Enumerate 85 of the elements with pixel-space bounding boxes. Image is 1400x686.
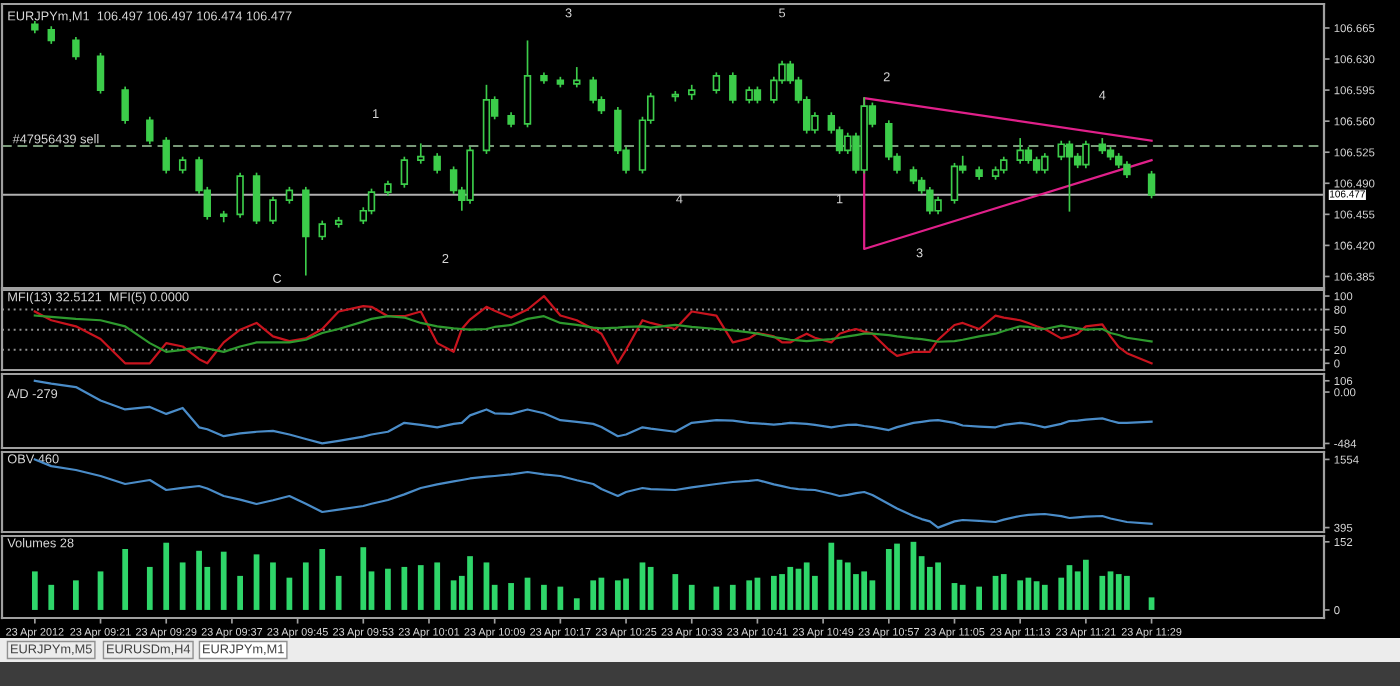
bar [417, 565, 424, 610]
candlestick [1041, 153, 1049, 174]
bar [590, 580, 597, 610]
bar [467, 556, 473, 610]
bar [1041, 584, 1048, 610]
bar [976, 586, 982, 610]
bar [237, 575, 243, 610]
bar [623, 578, 629, 610]
line-series [863, 96, 1153, 251]
bar [746, 580, 753, 610]
bar [573, 598, 580, 610]
bar [270, 562, 276, 610]
candlestick [523, 40, 532, 128]
candlestick [926, 186, 934, 215]
bar [885, 548, 892, 610]
candlestick [252, 172, 261, 225]
bar [1099, 575, 1106, 610]
candlestick [96, 52, 105, 94]
bar [647, 566, 654, 610]
bar [196, 550, 202, 610]
bar [935, 562, 941, 610]
candlestick [1016, 138, 1024, 164]
candlestick [449, 166, 458, 194]
bar [508, 583, 514, 610]
candlestick [162, 137, 170, 174]
bar [1000, 574, 1007, 610]
bar [1017, 580, 1024, 610]
bar [220, 551, 227, 610]
candlestick [236, 172, 244, 218]
candlestick [712, 72, 721, 94]
candlestick [219, 210, 228, 223]
candlestick [146, 116, 154, 145]
bar [48, 584, 55, 610]
bar [557, 586, 564, 610]
candlestick [1065, 140, 1074, 212]
candlestick [302, 186, 310, 276]
bar [779, 574, 785, 610]
candlestick [433, 153, 441, 174]
candlestick [417, 143, 425, 164]
candlestick [269, 196, 277, 225]
bar [894, 543, 900, 610]
bar [672, 574, 679, 610]
bar [959, 584, 966, 610]
bar [828, 542, 835, 610]
candlestick [1147, 170, 1156, 199]
candlestick [367, 188, 376, 215]
bar [770, 575, 777, 610]
bar [31, 571, 38, 610]
bar [302, 562, 309, 610]
candlestick [729, 72, 737, 104]
bar [434, 562, 441, 610]
candlestick [589, 76, 597, 104]
bar [614, 580, 621, 610]
candlestick [950, 162, 959, 204]
candlestick [400, 156, 409, 188]
bar [335, 575, 342, 610]
bar [319, 548, 326, 610]
bar [179, 562, 186, 610]
bar [122, 548, 129, 610]
line-series [33, 458, 1153, 529]
bar [861, 571, 868, 610]
bar [1115, 574, 1122, 610]
bar [385, 568, 391, 610]
bar [1083, 559, 1089, 610]
bar [401, 566, 408, 610]
candlestick [72, 36, 80, 60]
candlestick [1082, 140, 1090, 169]
bar [729, 584, 736, 610]
bar [541, 584, 547, 610]
bar [1124, 575, 1130, 610]
line-series [33, 314, 1153, 353]
bar [146, 566, 153, 610]
candlestick [573, 67, 581, 88]
line-series [33, 379, 1153, 445]
bar [787, 566, 794, 610]
candlestick [121, 86, 129, 124]
bar [688, 584, 695, 610]
bar [360, 547, 367, 610]
candlestick [671, 91, 680, 102]
bar [803, 562, 810, 610]
bar [844, 562, 851, 610]
bar [73, 580, 79, 610]
bar [1148, 597, 1155, 610]
bar [163, 542, 170, 610]
bar [713, 586, 720, 610]
